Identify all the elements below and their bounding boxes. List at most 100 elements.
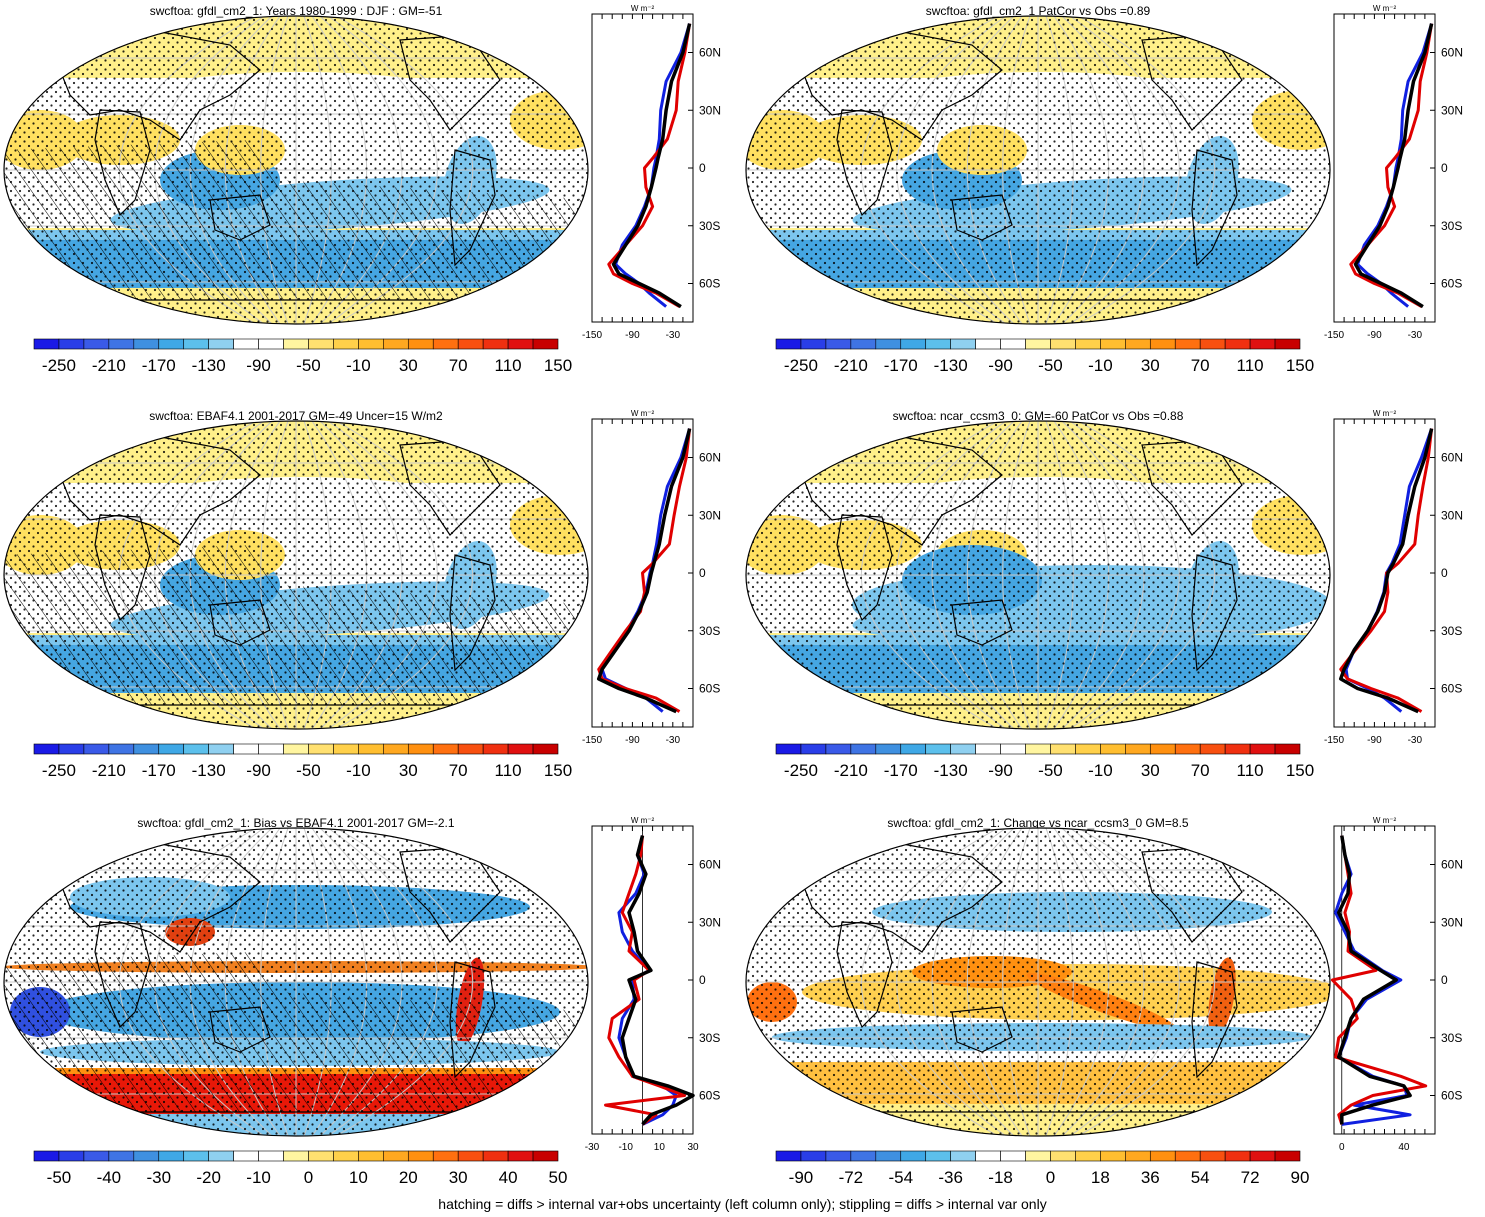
colorbar-label: -40	[97, 1168, 122, 1187]
zonal-x-label: -30	[1408, 735, 1423, 746]
colorbar-label: -50	[296, 356, 321, 375]
zonal-series-model-line	[1338, 428, 1434, 714]
zonal-lat-label: 30S	[1441, 624, 1462, 638]
colorbar-swatch	[1125, 1150, 1151, 1162]
colorbar-swatch	[800, 743, 827, 755]
zonal-lat-label: 60N	[1441, 451, 1463, 465]
map-border	[3, 827, 589, 1137]
colorbar-swatch	[1000, 1150, 1026, 1162]
colorbar-swatch	[1249, 1150, 1276, 1162]
colorbar-label: -170	[884, 356, 918, 375]
zonal-lat-label: 0	[699, 161, 706, 175]
colorbar-label: 54	[1191, 1168, 1210, 1187]
panel-ebaf-obs: swcftoa: EBAF4.1 2001-2017 GM=-49 Uncer=…	[0, 405, 742, 810]
hatching	[4, 140, 588, 300]
colorbar-swatch	[83, 338, 110, 350]
zonal-series-model-line	[1336, 835, 1412, 1125]
zonal-x-label: -150	[582, 735, 602, 746]
colorbar-label: -72	[839, 1168, 864, 1187]
colorbar-label: -20	[196, 1168, 221, 1187]
zonal-lat-label: 0	[699, 973, 706, 987]
colorbar-label: -130	[934, 761, 968, 780]
colorbar-swatch	[83, 1150, 110, 1162]
zonal-lat-label: 60N	[1441, 858, 1463, 872]
colorbar-label: 70	[449, 356, 468, 375]
map	[3, 420, 589, 730]
colorbar-swatch	[900, 743, 927, 755]
colorbar-swatch	[1274, 743, 1301, 755]
zonal-lat-label: 30N	[699, 915, 721, 929]
zonal-series-model-line	[596, 428, 692, 714]
colorbar-label: 36	[1141, 1168, 1160, 1187]
colorbar-swatch	[825, 1150, 852, 1162]
colorbar-label: -10	[1088, 356, 1113, 375]
colorbar-label: -50	[1038, 356, 1063, 375]
colorbar-swatch	[507, 743, 534, 755]
colorbar-swatch	[383, 743, 409, 755]
zonal-x-label: -150	[1324, 735, 1344, 746]
colorbar-swatch	[800, 338, 827, 350]
colorbar-swatch	[133, 1150, 160, 1162]
panel-gfdl-change: swcftoa: gfdl_cm2_1: Change vs ncar_ccsm…	[742, 812, 1484, 1217]
colorbar-label: 10	[349, 1168, 368, 1187]
colorbar-swatch	[208, 338, 234, 350]
colorbar-swatch	[1174, 338, 1201, 350]
colorbar-swatch	[775, 1150, 802, 1162]
colorbar-swatch	[333, 338, 359, 350]
colorbar-swatch	[1025, 1150, 1051, 1162]
colorbar-swatch	[825, 743, 852, 755]
zonal-unit: W m⁻²	[1373, 4, 1397, 13]
zonal-lat-label: 30N	[699, 508, 721, 522]
colorbar-swatch	[1000, 743, 1026, 755]
colorbar-swatch	[333, 1150, 359, 1162]
zonal-lat-label: 30N	[1441, 508, 1463, 522]
colorbar-swatch	[1249, 338, 1276, 350]
hatching	[4, 952, 588, 1112]
colorbar-label: 70	[1191, 761, 1210, 780]
colorbar-label: 30	[449, 1168, 468, 1187]
panel-gfdl-bias: swcftoa: gfdl_cm2_1: Bias vs EBAF4.1 200…	[0, 812, 742, 1217]
colorbar-swatch	[233, 338, 259, 350]
colorbar-swatch	[1199, 338, 1226, 350]
colorbar-label: 30	[1141, 761, 1160, 780]
zonal-lat-label: 30N	[1441, 915, 1463, 929]
colorbar-swatch	[208, 1150, 234, 1162]
colorbar-label: 110	[1237, 356, 1264, 375]
colorbar-label: -10	[346, 761, 371, 780]
colorbar-label: -18	[988, 1168, 1013, 1187]
zonal-x-label: 10	[654, 1142, 666, 1153]
colorbar-swatch	[183, 743, 209, 755]
colorbar-swatch	[383, 1150, 409, 1162]
colorbar-swatch	[1149, 1150, 1176, 1162]
colorbar-label: 110	[495, 761, 522, 780]
zonal-lat-label: 60N	[699, 451, 721, 465]
colorbar-label: -10	[246, 1168, 271, 1187]
colorbar-swatch	[507, 338, 534, 350]
colorbar-swatch	[875, 1150, 902, 1162]
zonal-lat-label: 30N	[1441, 103, 1463, 117]
colorbar-swatch	[975, 1150, 1001, 1162]
colorbar-swatch	[358, 338, 384, 350]
zonal-lat-label: 30S	[1441, 1031, 1462, 1045]
colorbar-label: 70	[449, 761, 468, 780]
zonal-lat-label: 0	[1441, 973, 1448, 987]
stippling	[746, 828, 1330, 1136]
colorbar-swatch	[975, 338, 1001, 350]
colorbar-swatch	[58, 1150, 85, 1162]
zonal-lat-label: 30S	[1441, 219, 1462, 233]
colorbar-swatch	[407, 743, 434, 755]
colorbar-swatch	[108, 338, 135, 350]
colorbar-label: -90	[246, 356, 271, 375]
colorbar-swatch	[800, 1150, 827, 1162]
colorbar-swatch	[432, 338, 459, 350]
zonal-series-model-line	[1353, 23, 1434, 309]
panel-graphics: -250 -210 -170 -130 -90 -50 -10 30 70 110 150 W m⁻²…	[745, 4, 1463, 375]
colorbar-swatch	[158, 338, 185, 350]
map	[3, 827, 589, 1137]
colorbar-swatch	[308, 1150, 334, 1162]
colorbar-swatch	[333, 743, 359, 755]
colorbar-swatch	[33, 1150, 60, 1162]
map-border	[745, 827, 1331, 1137]
colorbar-label: -90	[988, 356, 1013, 375]
colorbar-swatch	[532, 338, 559, 350]
